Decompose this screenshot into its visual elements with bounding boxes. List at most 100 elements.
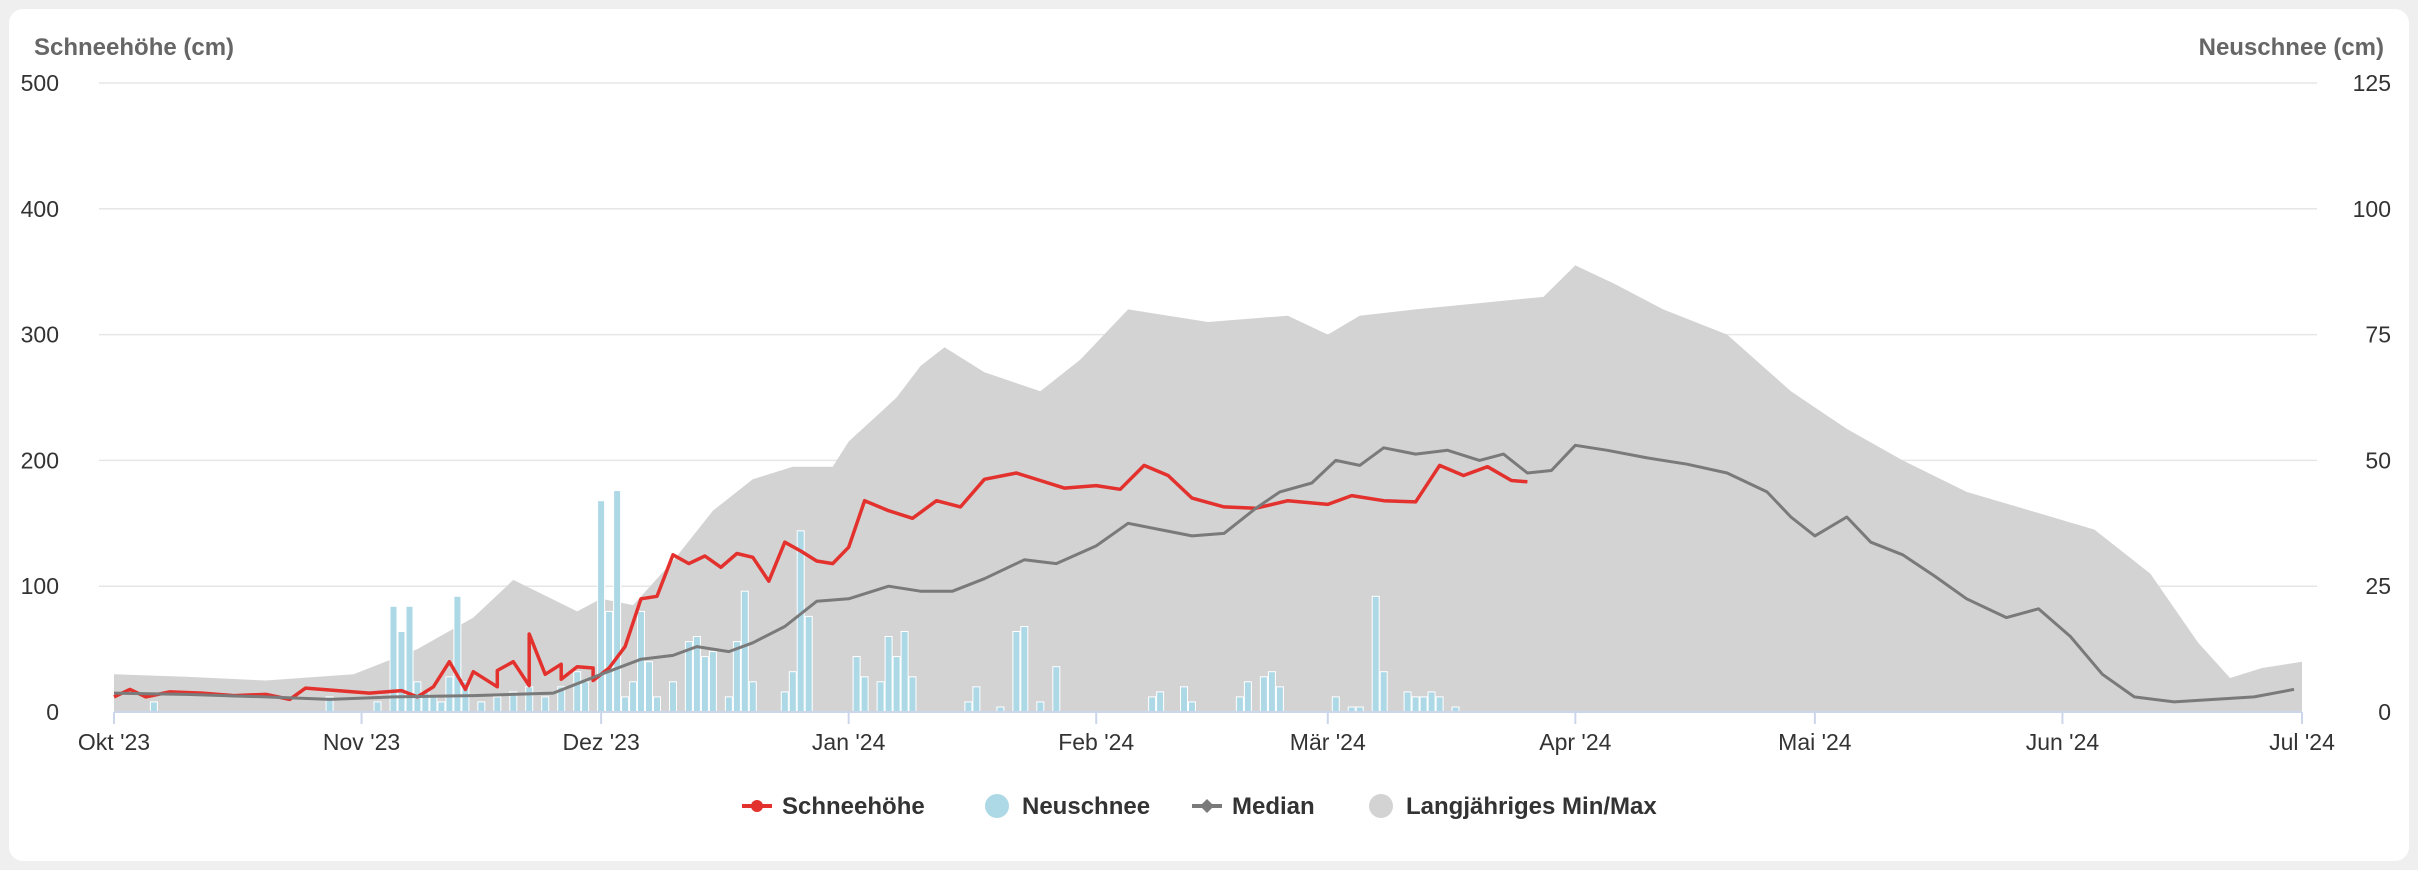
x-tick-label: Dez '23 [562,729,639,755]
neuschnee-bar [445,676,454,713]
x-tick-label: Jan '24 [812,729,886,755]
neuschnee-bar [605,610,614,713]
neuschnee-bar [1331,696,1340,713]
neuschnee-bar [621,696,630,713]
y-left-tick-label: 200 [21,447,59,473]
y-right-tick-label: 50 [2365,447,2391,473]
neuschnee-bar [1267,671,1276,713]
neuschnee-bar [645,661,653,713]
lines-layer [113,443,2295,704]
y-left-tick-label: 400 [21,196,59,222]
legend-label: Schneehöhe [782,793,925,820]
legend-symbol [1369,794,1393,818]
x-tick-label: Mär '24 [1290,729,1366,755]
median-line [113,443,2295,704]
neuschnee-bar [748,681,757,713]
snow-depth-chart: Schneehöhe (cm) Neuschnee (cm) 0 100 200 30… [21,34,2391,820]
legend-symbol [985,794,1009,818]
neuschnee-bar [964,701,973,713]
y-right-tick-label: 0 [2378,699,2391,725]
neuschnee-bar [972,686,981,713]
minmax-area [114,265,2302,712]
neuschnee-bar [373,701,382,713]
neuschnee-bar [1411,696,1420,713]
neuschnee-bar [1235,696,1244,713]
legend-label: Langjähriges Min/Max [1406,793,1657,820]
neuschnee-bar [1180,686,1188,713]
neuschnee-bar [669,681,677,713]
y-right-tick-label: 75 [2365,322,2391,348]
x-tick-label: Jun '24 [2026,729,2100,755]
neuschnee-bar [732,641,741,713]
minmax-area-layer [114,265,2302,712]
neuschnee-bar [1243,681,1252,713]
legend-item: Schneehöhe [742,793,925,820]
neuschnee-bar [1419,696,1428,713]
axes: 0 100 200 300 400 500 0 25 50 75 100 125 Okt '23 Nov … [21,70,2391,755]
neuschnee-bar [1275,686,1284,713]
chart-card: Schneehöhe (cm) Neuschnee (cm) 0 100 200 30… [9,9,2409,861]
y-right-tick-label: 125 [2353,70,2391,96]
neuschnee-bar [860,676,869,713]
neuschnee-bar [1148,696,1157,713]
neuschnee-bar [700,656,709,713]
neuschnee-bar [900,631,909,713]
legend-symbol [1200,799,1214,813]
legend-item: Median [1192,793,1315,820]
neuschnee-bar [724,696,733,713]
neuschnee-bar [581,681,590,713]
neuschnee-bar [804,615,813,713]
neuschnee-bars-layer [149,490,1460,713]
neuschnee-bar [397,631,406,713]
legend-item: Neuschnee [985,793,1150,820]
neuschnee-bar [1403,691,1412,713]
neuschnee-bar [1435,696,1444,713]
y-right-tick-label: 100 [2353,196,2391,222]
neuschnee-bar [429,696,438,713]
neuschnee-bar [1156,691,1165,713]
y-left-axis-title: Schneehöhe (cm) [34,34,234,61]
legend-label: Neuschnee [1022,793,1150,820]
y-right-axis-title: Neuschnee (cm) [2199,34,2384,61]
neuschnee-bar [684,641,693,713]
neuschnee-bar [740,590,749,713]
neuschnee-bar [1259,676,1268,713]
neuschnee-bar [1052,666,1061,713]
legend-symbol [751,800,763,812]
neuschnee-bar [892,656,901,713]
neuschnee-bar [573,671,582,713]
schneehoehe-line [113,463,1528,702]
neuschnee-bar [780,691,789,713]
neuschnee-bar [1371,595,1380,713]
neuschnee-bar [876,681,885,713]
neuschnee-bar [708,651,717,713]
x-tick-label: Jul '24 [2269,729,2335,755]
neuschnee-bar [437,701,446,713]
neuschnee-bar [477,701,486,713]
neuschnee-bar [613,490,622,713]
neuschnee-bar [852,656,861,713]
neuschnee-bar [629,681,638,713]
neuschnee-bar [1379,671,1388,713]
y-left-tick-label: 0 [46,699,59,725]
neuschnee-bar [597,500,606,713]
neuschnee-bar [149,701,158,713]
y-left-tick-label: 300 [21,322,59,348]
neuschnee-bar [908,676,917,713]
y-left-tick-label: 100 [21,573,59,599]
x-tick-label: Apr '24 [1539,729,1611,755]
legend-item: Langjähriges Min/Max [1369,793,1657,820]
neuschnee-bar [525,686,534,713]
neuschnee-bar [541,696,550,713]
neuschnee-bar [493,696,502,713]
neuschnee-bar [1188,701,1196,713]
neuschnee-bar [788,671,797,713]
y-right-tick-label: 25 [2365,573,2391,599]
neuschnee-bar [884,636,893,713]
legend-label: Median [1232,793,1315,820]
x-tick-label: Nov '23 [323,729,400,755]
y-left-tick-label: 500 [21,70,59,96]
neuschnee-bar [1036,701,1045,713]
x-tick-label: Okt '23 [78,729,150,755]
x-tick-label: Mai '24 [1778,729,1852,755]
